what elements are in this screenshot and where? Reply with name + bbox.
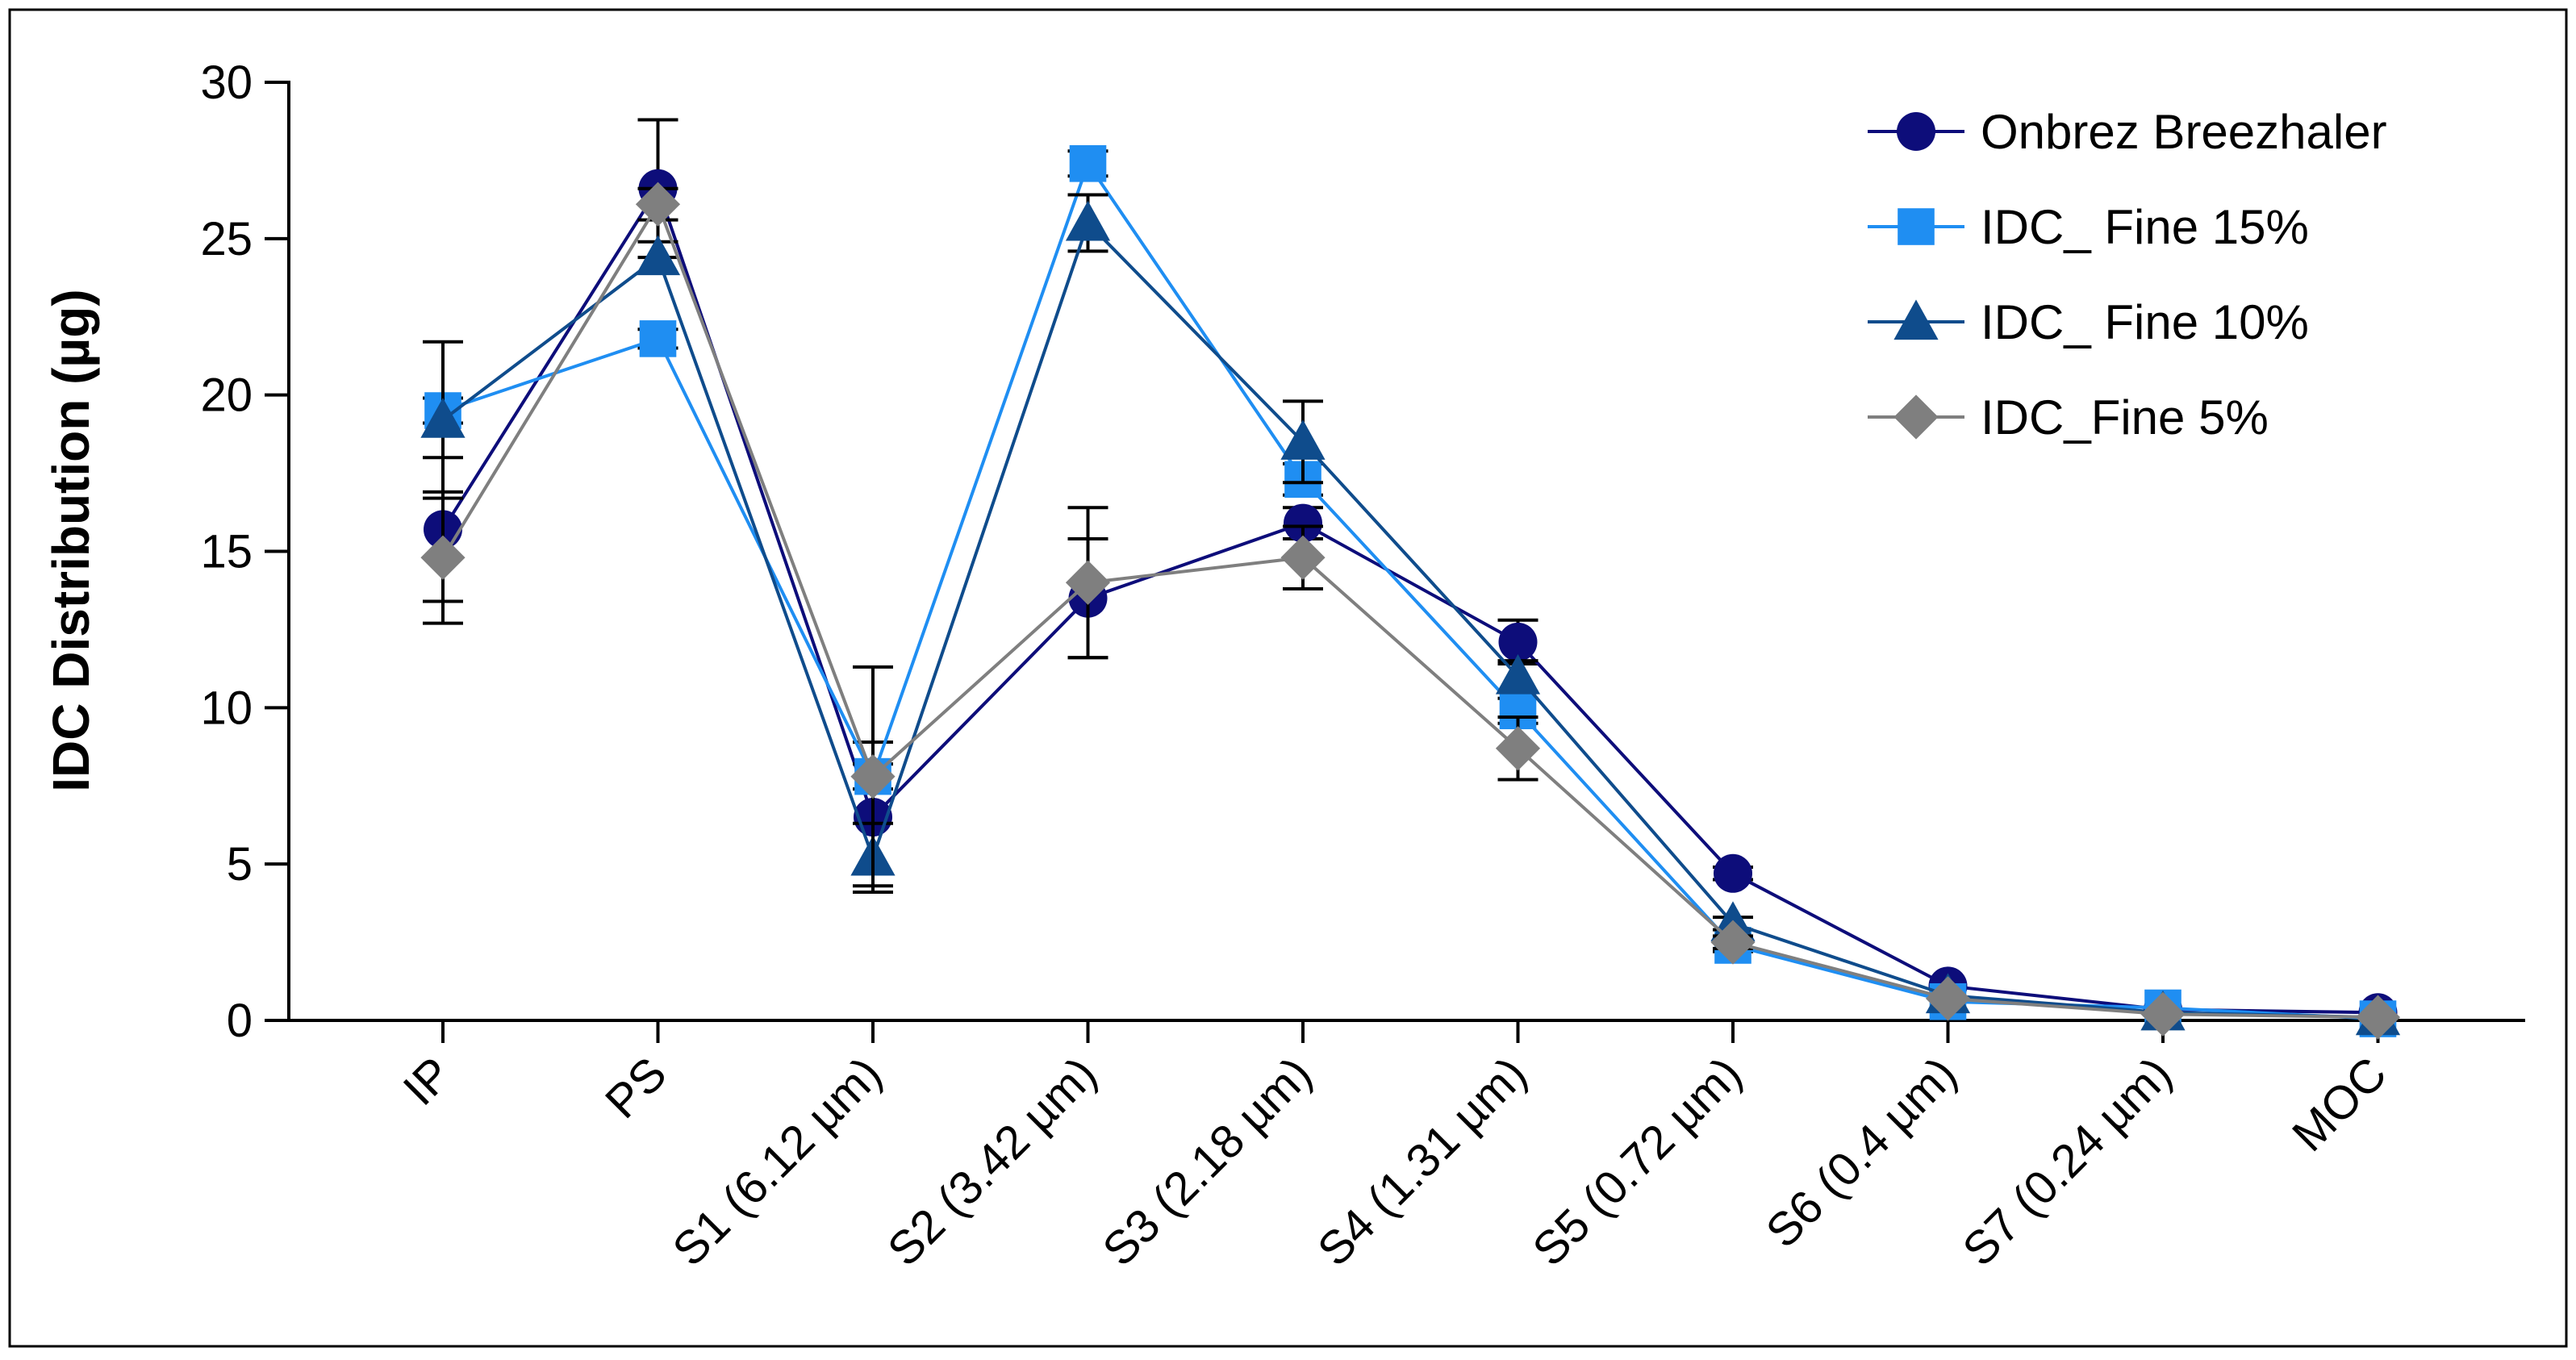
- data-point: [1495, 726, 1541, 771]
- data-point: [1710, 920, 1756, 965]
- data-point: [1069, 144, 1107, 182]
- legend-item-2: IDC_ Fine 15%: [1868, 200, 2309, 254]
- legend-marker: [1893, 394, 1939, 440]
- data-point: [2355, 995, 2401, 1040]
- legend-label: IDC_Fine 5%: [1981, 390, 2269, 444]
- legend-label: IDC_ Fine 10%: [1981, 295, 2309, 349]
- y-tick-label: 20: [200, 369, 253, 422]
- data-point: [2140, 991, 2186, 1037]
- legend: Onbrez Breezhaler IDC_ Fine 15% IDC_ Fine …: [1868, 105, 2387, 444]
- data-point: [1280, 535, 1326, 580]
- y-axis: 0 5 10 15 20 25 30: [200, 56, 290, 1047]
- y-tick-label: 0: [227, 995, 253, 1047]
- data-point: [1280, 419, 1326, 460]
- data-point: [639, 320, 677, 357]
- y-tick-label: 25: [200, 213, 253, 265]
- legend-marker: [1898, 208, 1935, 245]
- legend-item-1: Onbrez Breezhaler: [1868, 105, 2387, 159]
- data-point: [635, 181, 681, 227]
- figure-border: [8, 8, 2568, 1348]
- legend-label: Onbrez Breezhaler: [1981, 105, 2387, 159]
- data-point: [1925, 976, 1971, 1021]
- legend-item-3: IDC_ Fine 10%: [1868, 295, 2309, 349]
- data-point: [1495, 653, 1541, 695]
- data-point: [1065, 200, 1111, 241]
- series-4: [420, 181, 2401, 1040]
- data-point: [1284, 503, 1322, 543]
- data-point: [1498, 622, 1538, 661]
- y-tick-label: 5: [227, 838, 253, 891]
- series-line: [441, 219, 2378, 1020]
- legend-marker: [1893, 299, 1939, 340]
- y-tick-label: 15: [200, 526, 253, 578]
- legend-label: IDC_ Fine 15%: [1981, 200, 2309, 254]
- y-tick-label: 30: [200, 56, 253, 109]
- data-point: [850, 754, 896, 799]
- y-tick-label: 10: [200, 682, 253, 734]
- legend-marker: [1897, 112, 1935, 151]
- data-point: [635, 235, 681, 276]
- series-line: [441, 200, 2378, 1020]
- data-point: [1714, 853, 1752, 893]
- series-layer: [420, 118, 2401, 1040]
- data-point: [1065, 560, 1111, 605]
- y-axis-title: IDC Distribution (µg): [42, 289, 100, 791]
- legend-item-4: IDC_Fine 5%: [1868, 390, 2269, 444]
- data-point: [420, 398, 466, 438]
- data-point: [420, 535, 466, 580]
- series-line: [441, 185, 2378, 1015]
